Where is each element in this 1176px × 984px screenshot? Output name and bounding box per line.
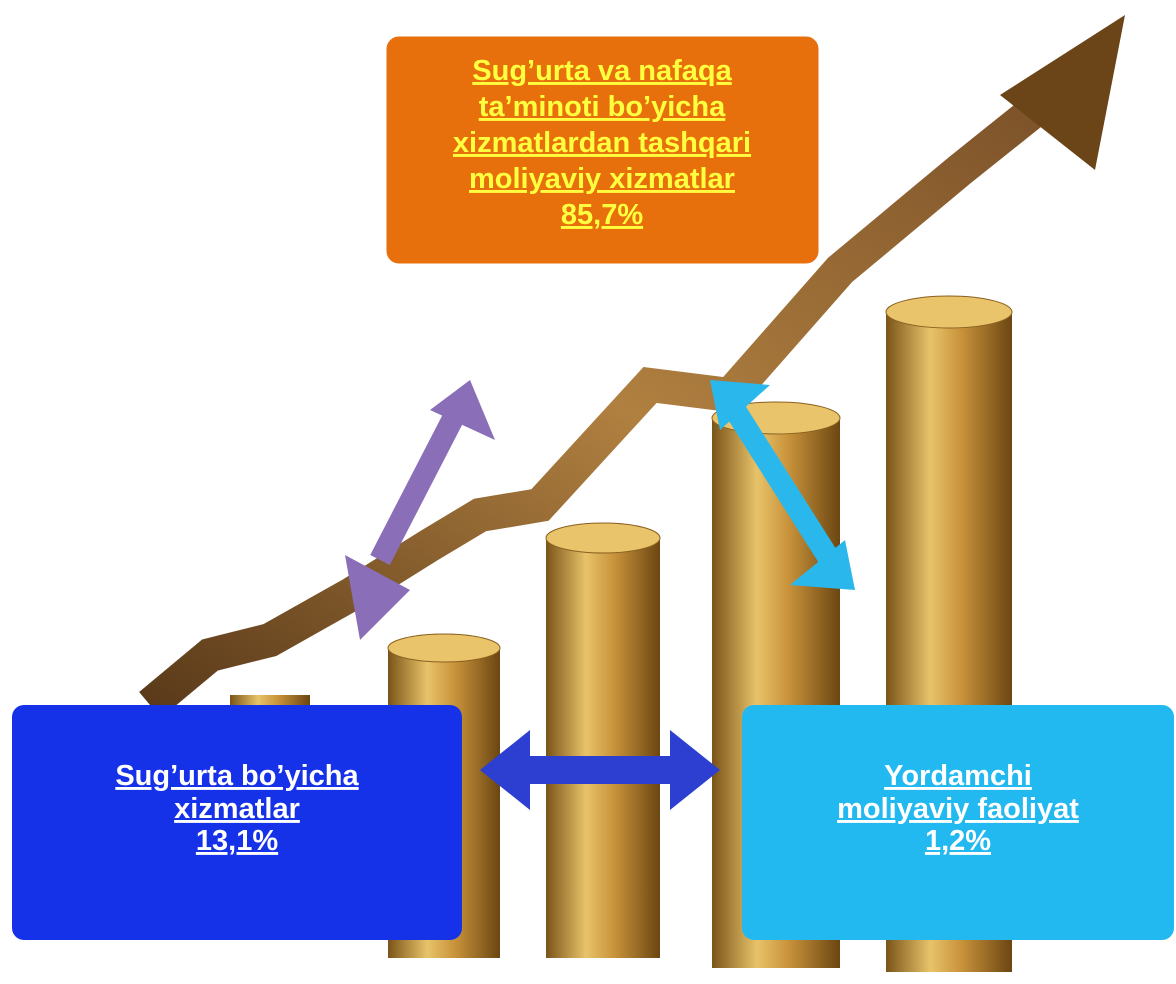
blue-double-arrow (480, 730, 720, 810)
label-line: ta’minoti bo’yicha (479, 91, 726, 123)
growth-arrow (139, 15, 1125, 719)
label-line: moliyaviy faoliyat (837, 793, 1079, 825)
cyan-box: Yordamchi moliyaviy faoliyat 1,2% (742, 705, 1174, 940)
label-line: Sug’urta bo’yicha (115, 760, 359, 792)
box (742, 705, 1174, 940)
label-line: xizmatlar (174, 793, 300, 825)
label-line: Yordamchi (884, 760, 1032, 792)
label-line: xizmatlardan tashqari (453, 127, 751, 159)
label-line: moliyaviy xizmatlar (469, 163, 735, 195)
box (12, 705, 462, 940)
coin-top (885, 295, 1013, 329)
purple-double-arrow (345, 380, 495, 640)
value: 85,7% (561, 199, 643, 231)
coin-stack (546, 538, 660, 958)
label-line: Sug’urta va nafaqa (472, 55, 732, 87)
coin-top (545, 522, 661, 554)
value: 1,2% (925, 825, 991, 857)
box (383, 33, 822, 267)
value: 13,1% (196, 825, 278, 857)
cyan-double-arrow (710, 380, 855, 590)
coin-top (387, 633, 501, 663)
orange-box: Sug’urta va nafaqa ta’minoti bo’yicha xi… (383, 33, 822, 267)
blue-box: Sug’urta bo’yicha xizmatlar 13,1% (12, 705, 462, 940)
arrow-head (1000, 15, 1125, 170)
arrow-body (139, 76, 1071, 719)
